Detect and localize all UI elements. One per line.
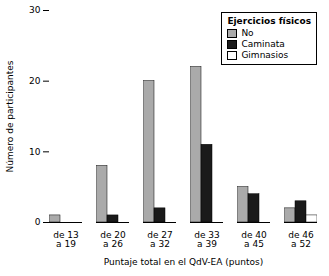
html-text:Gimnasios: Gimnasios	[241, 50, 289, 60]
svg-text:de 40a 45: de 40a 45	[241, 230, 267, 249]
svg-text:20: 20	[29, 76, 41, 86]
svg-text:10: 10	[29, 147, 41, 157]
html-text:No: No	[241, 28, 254, 38]
svg-text:0: 0	[35, 217, 41, 227]
svg-text:Puntaje total en el QdV-EA (pu: Puntaje total en el QdV-EA (puntos)	[104, 257, 263, 267]
svg-text:de 20a 26: de 20a 26	[100, 230, 126, 249]
svg-text:Número de participantes: Número de participantes	[5, 60, 15, 172]
svg-text:de 13a 19: de 13a 19	[53, 230, 79, 249]
svg-text:de 33a 39: de 33a 39	[194, 230, 220, 249]
svg-text:30: 30	[29, 5, 41, 15]
html-text:Ejercicios físicos: Ejercicios físicos	[227, 16, 311, 26]
html-text:Caminata: Caminata	[241, 39, 285, 49]
svg-text:de 27a 32: de 27a 32	[147, 230, 173, 249]
svg-text:de 46a 52: de 46a 52	[288, 230, 314, 249]
